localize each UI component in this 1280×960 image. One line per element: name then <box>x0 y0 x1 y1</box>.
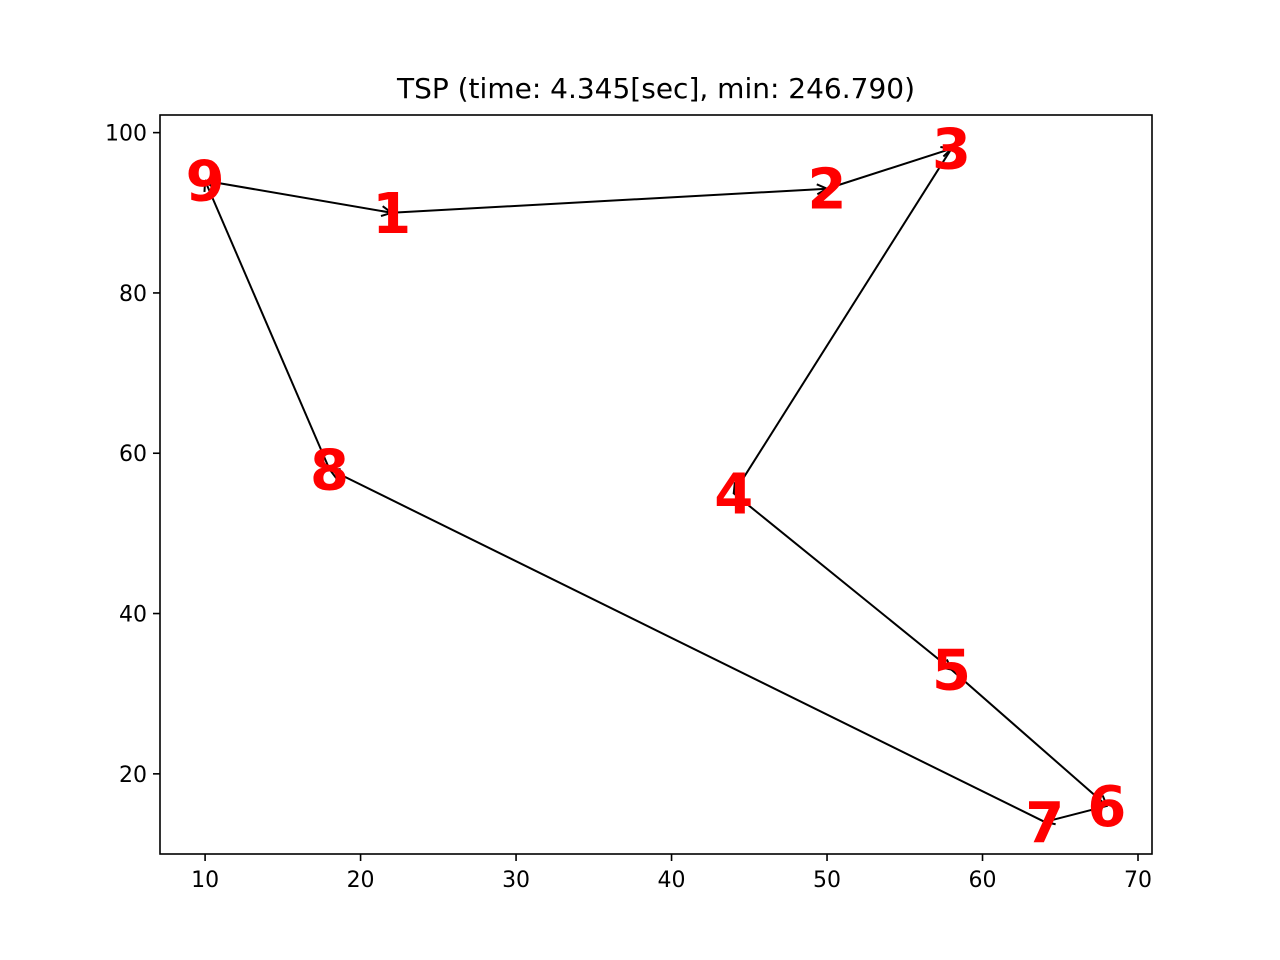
x-tick-label: 20 <box>347 868 375 893</box>
plot-area-frame <box>159 114 1153 855</box>
route-arrow-6-to-7 <box>1045 804 1108 822</box>
route-arrow-3-to-4 <box>734 148 953 494</box>
city-label-5: 5 <box>932 639 971 704</box>
city-label-9: 9 <box>186 150 225 215</box>
chart-title: TSP (time: 4.345[sec], min: 246.790) <box>396 72 915 105</box>
y-tick-label: 100 <box>105 122 147 147</box>
y-tick-label: 20 <box>119 763 147 788</box>
city-label-6: 6 <box>1087 775 1126 840</box>
route-arrow-9-to-1 <box>204 179 392 213</box>
city-labels: 1 2 3 4 5 67 8 9 <box>186 118 1127 856</box>
y-tick-label: 60 <box>119 442 147 467</box>
x-axis: 10 20 30 40 50 60 70 <box>191 854 1152 893</box>
y-tick-label: 80 <box>119 282 147 307</box>
city-label-7: 7 <box>1025 791 1064 856</box>
x-tick-label: 30 <box>502 868 530 893</box>
x-tick-label: 70 <box>1124 868 1152 893</box>
city-label-4: 4 <box>714 462 753 527</box>
city-label-3: 3 <box>932 118 971 183</box>
route-arrow-2-to-3 <box>826 149 951 190</box>
route-edges <box>205 149 1107 822</box>
city-label-2: 2 <box>808 158 847 223</box>
x-tick-label: 50 <box>813 868 841 893</box>
route-arrow-5-to-6 <box>950 668 1106 806</box>
route-arrow-7-to-8 <box>329 469 1046 823</box>
y-tick-label: 40 <box>119 603 147 628</box>
x-tick-label: 10 <box>191 868 219 893</box>
y-axis: 20 40 60 80 100 <box>105 122 160 788</box>
x-tick-label: 40 <box>658 868 686 893</box>
city-label-1: 1 <box>372 182 411 247</box>
route-arrow-1-to-2 <box>391 189 827 214</box>
route-arrow-4-to-5 <box>733 492 952 669</box>
x-tick-label: 60 <box>969 868 997 893</box>
city-label-8: 8 <box>310 438 349 503</box>
route-arrow-8-to-9 <box>205 181 331 470</box>
